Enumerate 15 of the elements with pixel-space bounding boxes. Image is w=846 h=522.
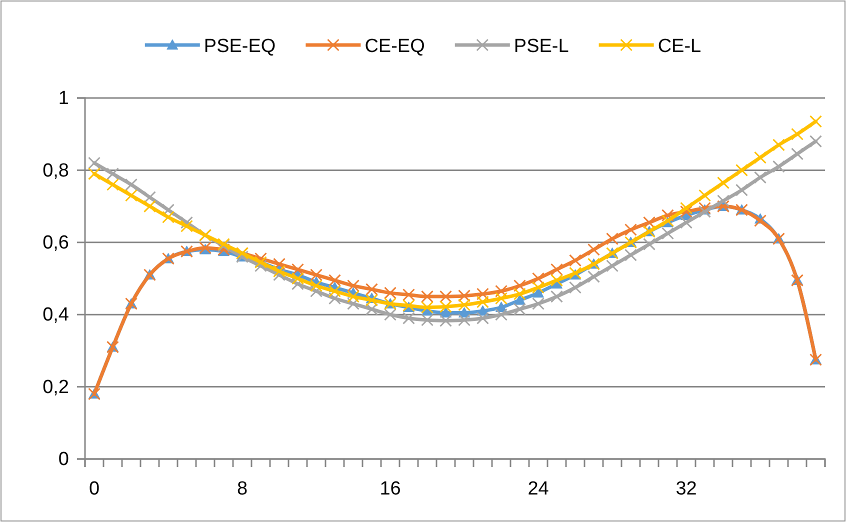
- y-tick-label: 0: [58, 449, 69, 470]
- legend-label: CE-EQ: [364, 36, 425, 57]
- x-tick-label: 8: [236, 478, 248, 500]
- y-tick-label: 0,6: [42, 232, 69, 254]
- x-tick-label: 32: [676, 478, 697, 500]
- y-tick-label: 0,4: [42, 304, 70, 326]
- y-tick-label: 1: [58, 88, 69, 110]
- x-tick-label: 0: [88, 478, 100, 500]
- legend-label: CE-L: [658, 36, 702, 57]
- y-tick-label: 0,8: [42, 160, 69, 182]
- x-tick-label: 24: [528, 478, 550, 500]
- legend-label: PSE-L: [514, 36, 569, 57]
- legend-label: PSE-EQ: [204, 36, 276, 57]
- y-tick-label: 0,2: [42, 376, 69, 398]
- x-tick-label: 16: [380, 478, 401, 500]
